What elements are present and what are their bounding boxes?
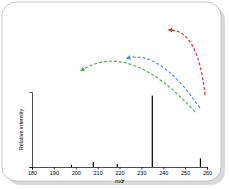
chart: 180 190 200 210 220 230 240 250 260 m/z Relative i… — [0, 0, 229, 189]
x-tick-label: 260 — [203, 170, 212, 176]
x-tick-mark — [98, 167, 99, 170]
x-tick: 190 — [50, 167, 59, 176]
x-tick-mark — [163, 167, 164, 170]
peak — [93, 162, 94, 167]
x-tick: 240 — [159, 167, 168, 176]
x-axis: 180 190 200 210 220 230 240 250 260 — [28, 167, 212, 176]
x-tick: 220 — [115, 167, 124, 176]
y-axis — [30, 93, 33, 168]
x-tick: 200 — [72, 167, 81, 176]
y-axis-title: Relative intensity — [18, 108, 24, 150]
x-tick-mark — [76, 167, 77, 170]
x-tick-mark — [120, 167, 121, 170]
x-tick: 230 — [137, 167, 146, 176]
x-tick-label: 190 — [50, 170, 59, 176]
x-tick-mark — [207, 167, 208, 170]
x-tick: 250 — [181, 167, 190, 176]
x-tick-label: 200 — [72, 170, 81, 176]
x-tick: 260 — [203, 167, 212, 176]
x-axis-title: m/z — [115, 178, 125, 184]
x-tick-label: 180 — [28, 170, 37, 176]
peak — [152, 96, 153, 167]
x-axis-line — [33, 168, 208, 170]
peaks — [71, 96, 201, 167]
x-tick-label: 210 — [94, 170, 103, 176]
x-tick-mark — [54, 167, 55, 170]
x-tick-mark — [185, 167, 186, 170]
y-tick — [30, 167, 33, 168]
x-tick: 210 — [94, 167, 103, 176]
arrow — [82, 61, 195, 112]
y-axis-line — [30, 93, 33, 168]
y-tick-mark — [30, 167, 33, 168]
x-tick-mark — [141, 167, 142, 170]
peak — [71, 165, 72, 167]
x-tick-label: 250 — [181, 170, 190, 176]
frame — [2, 2, 221, 181]
peak — [200, 158, 201, 167]
x-tick: 180 — [28, 167, 37, 176]
x-tick-label: 220 — [115, 170, 124, 176]
x-tick-label: 230 — [137, 170, 146, 176]
x-tick-label: 240 — [159, 170, 168, 176]
peak — [117, 164, 118, 167]
arrows — [82, 30, 205, 112]
arrow — [170, 30, 205, 95]
